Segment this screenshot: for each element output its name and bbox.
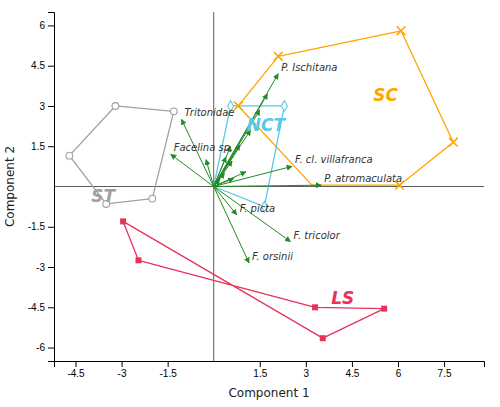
arrow-label: P. atromaculata [324, 173, 402, 184]
x-tick-label: -1.5 [160, 368, 178, 379]
biplot-arrow [214, 185, 322, 186]
y-tick-label: -3 [36, 262, 45, 273]
arrow-label: F. orsinii [252, 251, 293, 262]
x-tick-label: 6 [396, 368, 402, 379]
x-tick: 6 [396, 361, 402, 379]
biplot-arrow [214, 187, 249, 264]
x-tick-mark [260, 361, 261, 367]
biplot-arrow [171, 154, 214, 186]
y-tick-mark [48, 146, 54, 147]
x-tick: -4.5 [67, 361, 85, 379]
arrow-label: Tritonidae [184, 107, 234, 118]
arrow-label: P. Ischitana [281, 62, 337, 73]
x-tick-label: 3 [304, 368, 310, 379]
y-tick: -1.5 [28, 221, 54, 232]
point [135, 257, 141, 263]
x-axis-title: Component 1 [228, 386, 309, 400]
biplot-arrow [214, 166, 292, 186]
point [170, 108, 177, 115]
y-tick: -4.5 [28, 302, 54, 313]
x-axis-line [55, 362, 485, 368]
x-tick: -1.5 [160, 361, 178, 379]
y-tick: -6 [36, 342, 54, 353]
y-tick-label: 1.5 [31, 141, 45, 152]
y-axis-title: Component 2 [3, 146, 17, 227]
x-tick-mark [306, 361, 307, 367]
y-tick-mark [48, 267, 54, 268]
y-tick-mark [48, 106, 54, 107]
y-tick-label: 6 [39, 20, 45, 31]
x-tick-label: 7.5 [438, 368, 452, 379]
x-tick: 1.5 [253, 361, 267, 379]
y-tick-label: -6 [36, 342, 45, 353]
group-outline [123, 221, 384, 338]
group-label: LS [331, 288, 354, 308]
y-tick: 6 [39, 20, 54, 31]
point [149, 195, 156, 202]
y-tick-mark [48, 307, 54, 308]
y-tick-label: 3 [39, 101, 45, 112]
group-outline [69, 106, 173, 204]
x-tick: -3 [118, 361, 127, 379]
y-tick-mark [48, 66, 54, 67]
x-tick-mark [398, 361, 399, 367]
arrow-label: F. tricolor [294, 230, 341, 241]
x-tick-label: -3 [118, 368, 127, 379]
y-tick: 3 [39, 101, 54, 112]
y-tick: 4.5 [31, 60, 54, 71]
biplot-arrow [214, 187, 291, 242]
x-tick: 4.5 [345, 361, 359, 379]
y-axis: -6 -4.5 -3 -1.5 1.5 3 4.5 6 [28, 13, 55, 362]
group-label: ST [91, 186, 116, 206]
x-tick-mark [444, 361, 445, 367]
point [381, 306, 387, 312]
arrow-label: F. picta [240, 203, 276, 214]
annotations: P. Ischitana F. cl. villafranca P. atromac… [91, 62, 402, 308]
y-tick: 1.5 [31, 141, 54, 152]
x-tick: 7.5 [438, 361, 452, 379]
chart: -4.5 -3 -1.5 1.5 3 4.5 6 7.5 -6 -4.5 -3 -1.5 1.5 3 4.5… [0, 0, 500, 407]
x-tick-label: 4.5 [345, 368, 359, 379]
group-label: NCT [247, 115, 287, 135]
point [320, 335, 326, 341]
arrow-label: F. cl. villafranca [295, 154, 373, 165]
point [234, 102, 243, 111]
y-axis-line [48, 13, 55, 362]
x-tick: 3 [304, 361, 310, 379]
y-tick-mark [48, 348, 54, 349]
x-axis: -4.5 -3 -1.5 1.5 3 4.5 6 7.5 [55, 361, 485, 379]
point [120, 218, 126, 224]
point [274, 52, 283, 61]
point [449, 138, 458, 147]
plot-area [54, 12, 484, 361]
x-tick-mark [122, 361, 123, 367]
y-tick-label: -1.5 [28, 221, 46, 232]
y-tick-mark [48, 227, 54, 228]
y-tick: -3 [36, 262, 54, 273]
x-tick-label: 1.5 [253, 368, 267, 379]
point [397, 26, 406, 35]
group-outline [238, 31, 453, 185]
x-tick-mark [76, 361, 77, 367]
y-tick-label: 4.5 [31, 60, 45, 71]
x-tick-label: -4.5 [67, 368, 85, 379]
point [312, 304, 318, 310]
point [112, 103, 119, 110]
point [281, 101, 287, 112]
point [66, 152, 73, 159]
group-label: SC [373, 85, 398, 105]
x-tick-mark [352, 361, 353, 367]
arrow-label: Facelina sp. [174, 142, 233, 153]
y-tick-mark [48, 25, 54, 26]
y-tick-label: -4.5 [28, 302, 46, 313]
x-tick-mark [168, 361, 169, 367]
